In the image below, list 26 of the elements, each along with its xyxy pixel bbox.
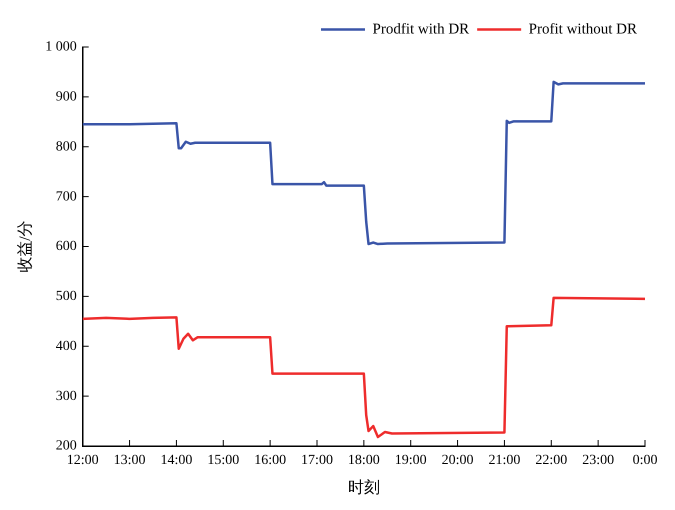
x-tick-label: 19:00 <box>394 453 427 468</box>
legend-label: Profit without DR <box>528 21 638 38</box>
y-axis-title: 收益/分 <box>16 220 34 273</box>
x-tick-label: 23:00 <box>582 453 614 468</box>
x-tick-label: 22:00 <box>535 453 568 468</box>
x-tick-label: 18:00 <box>348 453 380 468</box>
y-tick-label: 800 <box>56 139 77 154</box>
x-tick-label: 12:00 <box>66 453 99 468</box>
x-tick-label: 16:00 <box>254 453 286 468</box>
y-tick-label: 500 <box>56 289 77 304</box>
x-tick-label: 21:00 <box>488 453 520 468</box>
legend-label: Prodfit with DR <box>372 21 470 38</box>
y-tick-label: 300 <box>56 388 77 404</box>
x-tick-label: 0:00 <box>632 453 658 468</box>
y-tick-label: 1 000 <box>45 40 77 55</box>
x-tick-label: 14:00 <box>160 453 192 468</box>
x-tick-label: 15:00 <box>207 453 240 468</box>
x-tick-label: 20:00 <box>442 453 474 468</box>
y-tick-label: 400 <box>56 338 77 354</box>
x-tick-label: 17:00 <box>301 453 333 468</box>
y-tick-label: 200 <box>56 438 77 454</box>
y-tick-label: 900 <box>56 90 77 105</box>
x-tick-label: 13:00 <box>114 453 146 468</box>
x-axis-title: 时刻 <box>348 478 380 497</box>
y-tick-label: 600 <box>56 239 77 254</box>
y-tick-label: 700 <box>56 189 77 204</box>
